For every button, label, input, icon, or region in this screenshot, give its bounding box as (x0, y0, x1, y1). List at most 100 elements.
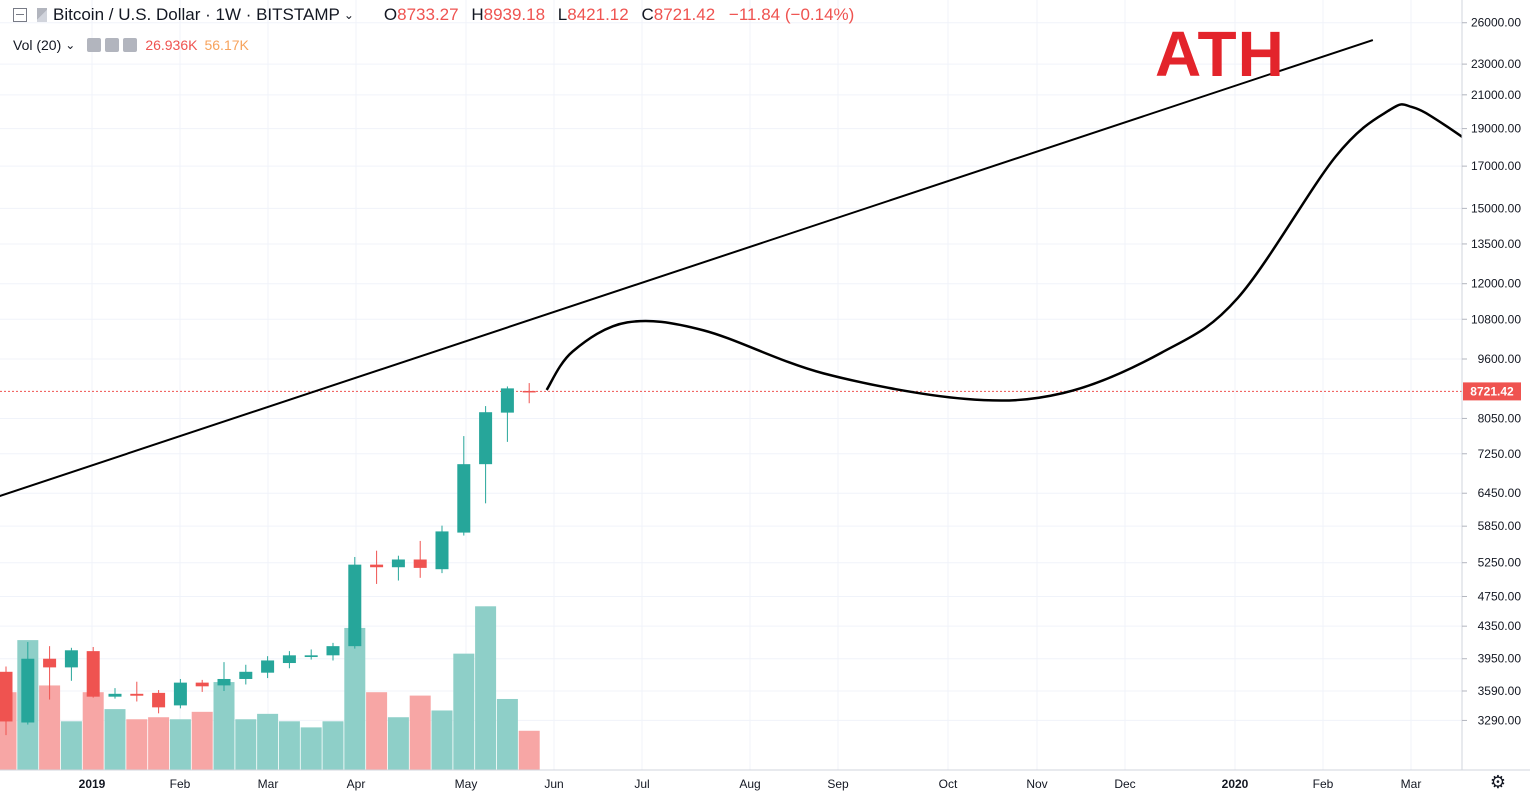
volume-bar (366, 692, 388, 770)
volume-bar (191, 711, 213, 770)
candle-body (239, 671, 253, 679)
time-tick-label: Oct (939, 777, 958, 791)
volume-bar (453, 653, 475, 770)
candle-body (348, 564, 362, 647)
settings-gear-icon[interactable]: ⚙ (1489, 772, 1507, 792)
time-tick-label: Dec (1114, 777, 1135, 791)
candle-body (413, 559, 427, 568)
price-tick-label: 8050.00 (1478, 411, 1522, 425)
candle-body (0, 671, 13, 722)
time-tick-label: Apr (347, 777, 366, 791)
low-value: 8421.12 (567, 5, 629, 24)
change-value: −11.84 (−0.14%) (728, 5, 855, 24)
close-key: C (641, 5, 654, 24)
chart-grid (0, 0, 1462, 770)
eye-icon[interactable] (87, 38, 102, 52)
volume-ma-value: 56.17K (204, 37, 249, 53)
price-tick-label: 3590.00 (1478, 684, 1522, 698)
candle-body (435, 531, 449, 570)
volume-bar (409, 695, 431, 770)
volume-label[interactable]: Vol (20) (13, 37, 62, 53)
price-tick-label: 12000.00 (1471, 277, 1521, 291)
ohlc-values: O8733.27 H8939.18 L8421.12 C8721.42 −11.… (384, 5, 854, 25)
volume-bar (496, 698, 518, 770)
time-tick-label: May (455, 777, 478, 791)
candle-body (304, 655, 318, 658)
low-key: L (557, 5, 568, 24)
collapse-icon[interactable] (13, 8, 27, 22)
last-price-badge: 8721.42 (1463, 382, 1521, 401)
price-tick-label: 15000.00 (1471, 201, 1521, 215)
candle-body (195, 682, 209, 687)
close-icon[interactable] (123, 38, 138, 52)
volume-chevron-down-icon[interactable]: ⌄ (65, 38, 76, 52)
volume-bar (344, 627, 366, 770)
volume-bar (213, 682, 235, 770)
candle-body (21, 658, 35, 723)
time-tick-label: Mar (258, 777, 279, 791)
volume-bar (126, 719, 148, 770)
time-tick-label: Jul (634, 777, 649, 791)
ath-annotation[interactable]: ATH (1155, 18, 1285, 90)
projection-curve[interactable] (545, 103, 1522, 402)
price-tick-label: 26000.00 (1471, 16, 1521, 30)
price-tick-label: 7250.00 (1478, 447, 1522, 461)
candle-body (152, 692, 166, 708)
price-tick-label: 3290.00 (1478, 713, 1522, 727)
candle-body (500, 388, 514, 413)
time-tick-label: 2020 (1222, 777, 1249, 791)
last-price-label: 8721.42 (1470, 384, 1514, 398)
volume-value: 26.936K (145, 37, 198, 53)
volume-bar (60, 721, 82, 770)
time-tick-label: 2019 (79, 777, 106, 791)
price-tick-label: 17000.00 (1471, 159, 1521, 173)
time-tick-label: Sep (827, 777, 849, 791)
price-tick-label: 9600.00 (1478, 352, 1522, 366)
price-tick-label: 21000.00 (1471, 88, 1521, 102)
candle-body (108, 693, 122, 697)
price-tick-label: 23000.00 (1471, 57, 1521, 71)
volume-bar (235, 719, 257, 770)
high-value: 8939.18 (483, 5, 546, 24)
candle-body (479, 412, 493, 465)
high-key: H (471, 5, 484, 24)
symbol-title[interactable]: Bitcoin / U.S. Dollar · 1W · BITSTAMP (53, 5, 340, 24)
price-tick-label: 10800.00 (1471, 312, 1521, 326)
resistance-trendline[interactable] (0, 39, 1374, 525)
time-tick-label: Jun (544, 777, 563, 791)
price-axis-ticks: 26000.00 23000.00 21000.00 19000.00 17000.00… (1462, 16, 1522, 727)
volume-bar (257, 713, 279, 770)
candle-body (261, 660, 275, 673)
price-tick-label: 6450.00 (1478, 486, 1522, 500)
volume-bar (104, 709, 126, 770)
price-tick-label: 4350.00 (1478, 619, 1522, 633)
symbol-logo-icon (37, 8, 47, 22)
volume-bar (82, 692, 104, 770)
time-tick-label: Nov (1026, 777, 1047, 791)
candle-body (457, 464, 471, 533)
legend-header: Bitcoin / U.S. Dollar · 1W · BITSTAMP ⌄ … (0, 0, 854, 30)
candle-body (173, 682, 187, 706)
gear-icon[interactable] (105, 38, 120, 52)
candle-body (130, 693, 144, 696)
volume-bar (148, 717, 170, 770)
price-tick-label: 13500.00 (1471, 237, 1521, 251)
open-value: 8733.27 (397, 5, 459, 24)
volume-bar (475, 606, 497, 770)
close-value: 8721.42 (653, 5, 716, 24)
time-tick-label: Aug (739, 777, 760, 791)
candle-body (391, 559, 405, 568)
time-axis[interactable] (0, 769, 1530, 796)
candle-body (282, 655, 296, 664)
price-tick-label: 19000.00 (1471, 122, 1521, 136)
volume-bar (518, 730, 540, 770)
price-tick-label: 5850.00 (1478, 519, 1522, 533)
volume-bar (322, 721, 344, 770)
volume-bar (39, 685, 61, 770)
volume-bar (169, 719, 191, 770)
candle-body (370, 564, 384, 568)
time-tick-label: Mar (1401, 777, 1422, 791)
candle-body (217, 678, 231, 686)
chevron-down-icon[interactable]: ⌄ (343, 8, 354, 22)
